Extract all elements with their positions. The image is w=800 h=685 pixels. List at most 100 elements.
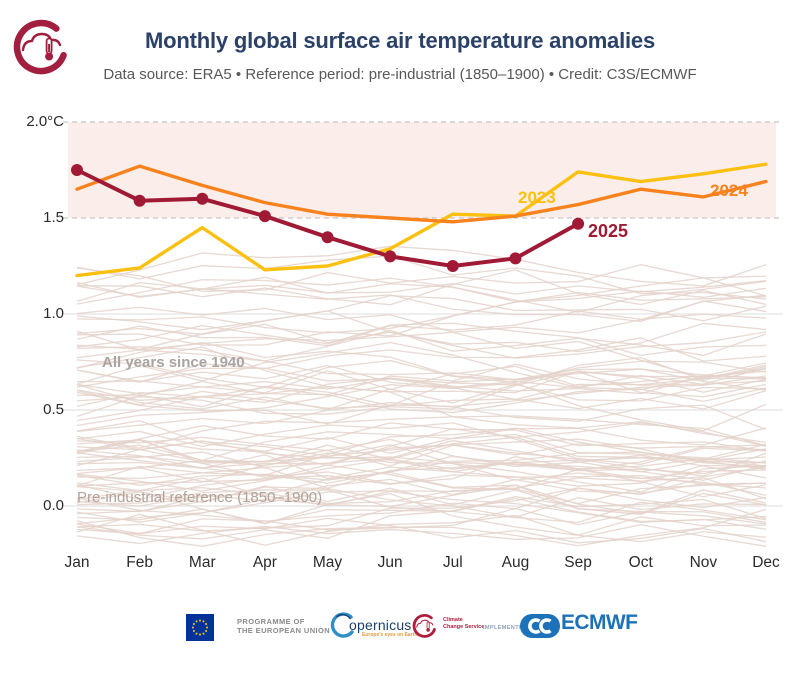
background-year-line <box>76 357 767 388</box>
background-year-line <box>76 486 767 518</box>
x-tick-label-Sep: Sep <box>564 554 592 571</box>
background-year-line <box>76 337 767 383</box>
background-year-line <box>76 287 767 334</box>
background-year-line <box>76 484 767 525</box>
page-subtitle: Data source: ERA5 • Reference period: pr… <box>103 66 697 83</box>
background-year-line <box>76 386 767 443</box>
background-year-line <box>76 422 767 467</box>
background-year-line <box>76 255 767 300</box>
annotation-preindustrial-reference: Pre-industrial reference (1850–1900) <box>77 489 323 506</box>
x-tick-label-Apr: Apr <box>252 554 277 571</box>
x-tick-label-Jun: Jun <box>377 554 403 571</box>
eu-flag-icon <box>186 614 214 641</box>
background-year-line <box>76 389 767 410</box>
background-year-line <box>76 436 767 463</box>
ecmwf-icon <box>520 614 560 638</box>
eu-stars <box>192 619 208 636</box>
background-year-line <box>76 436 767 467</box>
background-year-line <box>76 471 767 515</box>
annotation-all-years: All years since 1940 <box>102 354 245 371</box>
data-point-2025-Jun <box>384 250 397 263</box>
background-year-line <box>76 485 767 524</box>
page-title: Monthly global surface air temperature a… <box>145 28 655 53</box>
background-year-line <box>76 431 767 464</box>
background-year-line <box>76 323 767 359</box>
c3s-service-text: Climate Change Service <box>443 617 485 630</box>
background-year-line <box>76 281 767 323</box>
background-year-line <box>76 427 767 477</box>
series-label-2024: 2024 <box>710 181 748 200</box>
y-tick-label-0.0: 0.0 <box>43 497 64 514</box>
copernicus-wordmark: opernicus <box>349 617 412 633</box>
x-tick-label-Mar: Mar <box>188 554 216 571</box>
background-year-line <box>76 279 767 298</box>
background-year-line <box>76 477 767 530</box>
background-year-line <box>76 382 767 432</box>
background-year-line <box>76 477 767 522</box>
background-year-line <box>76 277 767 313</box>
data-point-2025-Aug <box>509 252 522 265</box>
background-year-line <box>76 368 767 408</box>
background-year-line <box>76 310 767 353</box>
background-year-line <box>76 383 767 411</box>
series-label-2025: 2025 <box>588 221 629 241</box>
background-year-line <box>76 269 767 306</box>
data-point-2025-May <box>321 231 334 244</box>
background-year-line <box>76 341 767 391</box>
background-year-line <box>76 329 767 362</box>
background-year-line <box>76 330 767 381</box>
series-line-2024 <box>75 164 768 224</box>
series-label-2023: 2023 <box>518 188 556 207</box>
copernicus-icon <box>330 612 354 638</box>
y-tick-label-2.0°C: 2.0°C <box>26 113 64 130</box>
band-above-1.5C <box>68 122 776 218</box>
y-tick-label-1.5: 1.5 <box>43 209 64 226</box>
copernicus-tagline: Europe's eyes on Earth <box>362 632 418 638</box>
x-tick-label-Aug: Aug <box>501 554 530 571</box>
background-year-line <box>76 331 767 380</box>
background-year-line <box>76 422 767 465</box>
temperature-anomaly-chart <box>63 121 783 547</box>
background-year-line <box>76 264 767 292</box>
background-year-line <box>76 294 767 334</box>
background-year-line <box>76 295 767 331</box>
eu-programme-text: PROGRAMME OF THE EUROPEAN UNION <box>237 617 331 635</box>
background-year-line <box>76 495 767 540</box>
x-tick-label-Nov: Nov <box>689 554 718 571</box>
background-year-line <box>76 364 767 401</box>
background-year-line <box>76 508 767 547</box>
data-point-2025-Apr <box>258 210 271 223</box>
background-year-line <box>76 346 767 394</box>
background-year-line <box>76 363 767 401</box>
data-point-2025-Jan <box>71 164 83 176</box>
background-year-line <box>76 415 767 449</box>
background-year-line <box>76 513 767 546</box>
background-year-line <box>76 440 767 471</box>
implemented-by-text: IMPLEMENTED BY <box>483 625 538 631</box>
c3s-small-logo-icon <box>412 613 436 638</box>
background-year-line <box>76 245 767 287</box>
background-year-line <box>76 370 767 415</box>
y-tick-label-0.5: 0.5 <box>43 401 64 418</box>
x-tick-label-Feb: Feb <box>126 554 153 571</box>
c3s-logo-icon <box>13 19 67 75</box>
x-tick-label-Oct: Oct <box>628 554 653 571</box>
data-point-2025-Sep <box>572 217 585 230</box>
x-tick-label-May: May <box>312 554 343 571</box>
data-point-2025-Feb <box>133 194 146 207</box>
x-tick-label-Dec: Dec <box>752 554 780 571</box>
x-tick-label-Jan: Jan <box>64 554 90 571</box>
y-tick-label-1.0: 1.0 <box>43 305 64 322</box>
background-year-line <box>76 420 767 454</box>
data-point-2025-Mar <box>196 192 209 205</box>
x-tick-label-Jul: Jul <box>442 554 463 571</box>
data-point-2025-Jul <box>446 260 459 272</box>
background-year-line <box>76 362 767 407</box>
ecmwf-wordmark: ECMWF <box>561 611 638 634</box>
series-line-2023 <box>75 162 768 278</box>
background-year-line <box>76 457 767 492</box>
background-year-line <box>76 291 767 346</box>
background-year-line <box>76 452 767 493</box>
background-year-line <box>76 276 767 303</box>
